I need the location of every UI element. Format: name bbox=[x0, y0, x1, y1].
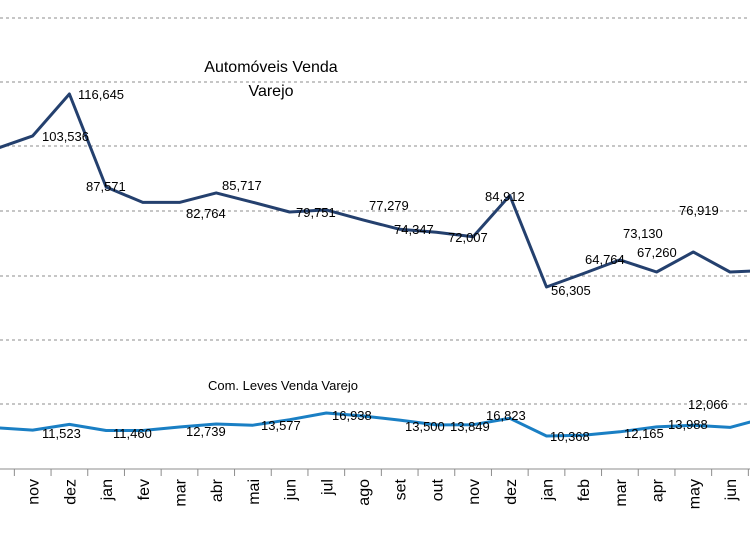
data-label-automoveis: 87,571 bbox=[86, 179, 126, 194]
x-tick-label: mar bbox=[613, 478, 630, 506]
x-tick-label: jan bbox=[99, 479, 116, 501]
series-title-com-leves: Com. Leves Venda Varejo bbox=[208, 378, 358, 393]
x-tick-label: dez bbox=[503, 479, 520, 505]
data-label-automoveis: 79,751 bbox=[296, 205, 336, 220]
data-label-com-leves: 12,165 bbox=[624, 426, 664, 441]
x-tick-label: nov bbox=[26, 479, 43, 505]
x-tick-label: jan bbox=[540, 479, 557, 501]
data-label-com-leves: 16,938 bbox=[332, 408, 372, 423]
data-label-automoveis: 84,912 bbox=[485, 189, 525, 204]
data-label-automoveis: 73,130 bbox=[623, 226, 663, 241]
data-label-automoveis: 72,007 bbox=[448, 230, 488, 245]
x-tick-label: nov bbox=[466, 479, 483, 505]
data-label-automoveis: 85,717 bbox=[222, 178, 262, 193]
x-tick-label: abr bbox=[209, 478, 226, 502]
x-tick-label: dez bbox=[62, 479, 79, 505]
data-label-com-leves: 13,577 bbox=[261, 418, 301, 433]
data-label-com-leves: 13,988 bbox=[668, 417, 708, 432]
series-title-automoveis-line1: Automóveis Venda bbox=[204, 59, 338, 76]
series-line-automoveis bbox=[0, 92, 750, 289]
x-tick-label: feb bbox=[576, 479, 593, 501]
x-tick-label: mar bbox=[173, 478, 190, 506]
data-label-automoveis: 82,764 bbox=[186, 206, 226, 221]
x-tick-label: mai bbox=[246, 479, 263, 505]
data-label-automoveis: 67,260 bbox=[637, 245, 677, 260]
x-tick-label: may bbox=[686, 479, 703, 509]
x-tick-label: fev bbox=[136, 479, 153, 500]
series-line-com-leves bbox=[0, 411, 750, 438]
data-label-com-leves: 16,823 bbox=[486, 408, 526, 423]
x-axis: nov dez jan fev mar abr mai jun jul ago set out nov d… bbox=[13, 469, 749, 509]
series-lines bbox=[0, 92, 750, 438]
x-tick-label: ago bbox=[356, 479, 373, 506]
x-tick-label: apr bbox=[650, 478, 667, 502]
data-label-automoveis: 77,279 bbox=[369, 198, 409, 213]
gridlines bbox=[0, 17, 750, 470]
data-label-com-leves: 13,849 bbox=[450, 419, 490, 434]
x-tick-label: jun bbox=[723, 479, 740, 501]
data-label-automoveis: 64,764 bbox=[585, 252, 625, 267]
series-title-automoveis-line2: Varejo bbox=[248, 83, 293, 100]
x-tick-label: out bbox=[429, 478, 446, 501]
data-label-com-leves: 12,066 bbox=[688, 397, 728, 412]
data-label-com-leves: 13,500 bbox=[405, 419, 445, 434]
data-labels: 116,645 87,571 85,717 79,751 77,279 74,347 72,… bbox=[42, 87, 728, 444]
x-tick-label: set bbox=[393, 478, 410, 500]
data-label-automoveis: 103,536 bbox=[42, 129, 89, 144]
data-label-com-leves: 11,460 bbox=[113, 426, 152, 441]
data-label-automoveis: 56,305 bbox=[551, 283, 591, 298]
x-tick-label: jul bbox=[319, 479, 336, 496]
data-label-automoveis: 76,919 bbox=[679, 203, 719, 218]
data-label-com-leves: 12,739 bbox=[186, 424, 226, 439]
data-label-automoveis: 116,645 bbox=[78, 87, 124, 102]
data-label-automoveis: 74,347 bbox=[394, 222, 434, 237]
x-tick-label: jun bbox=[283, 479, 300, 501]
chart-titles: Automóveis Venda Varejo Com. Leves Venda V… bbox=[204, 59, 358, 393]
data-label-com-leves: 11,523 bbox=[42, 426, 81, 441]
data-label-com-leves: 10,368 bbox=[550, 429, 590, 444]
